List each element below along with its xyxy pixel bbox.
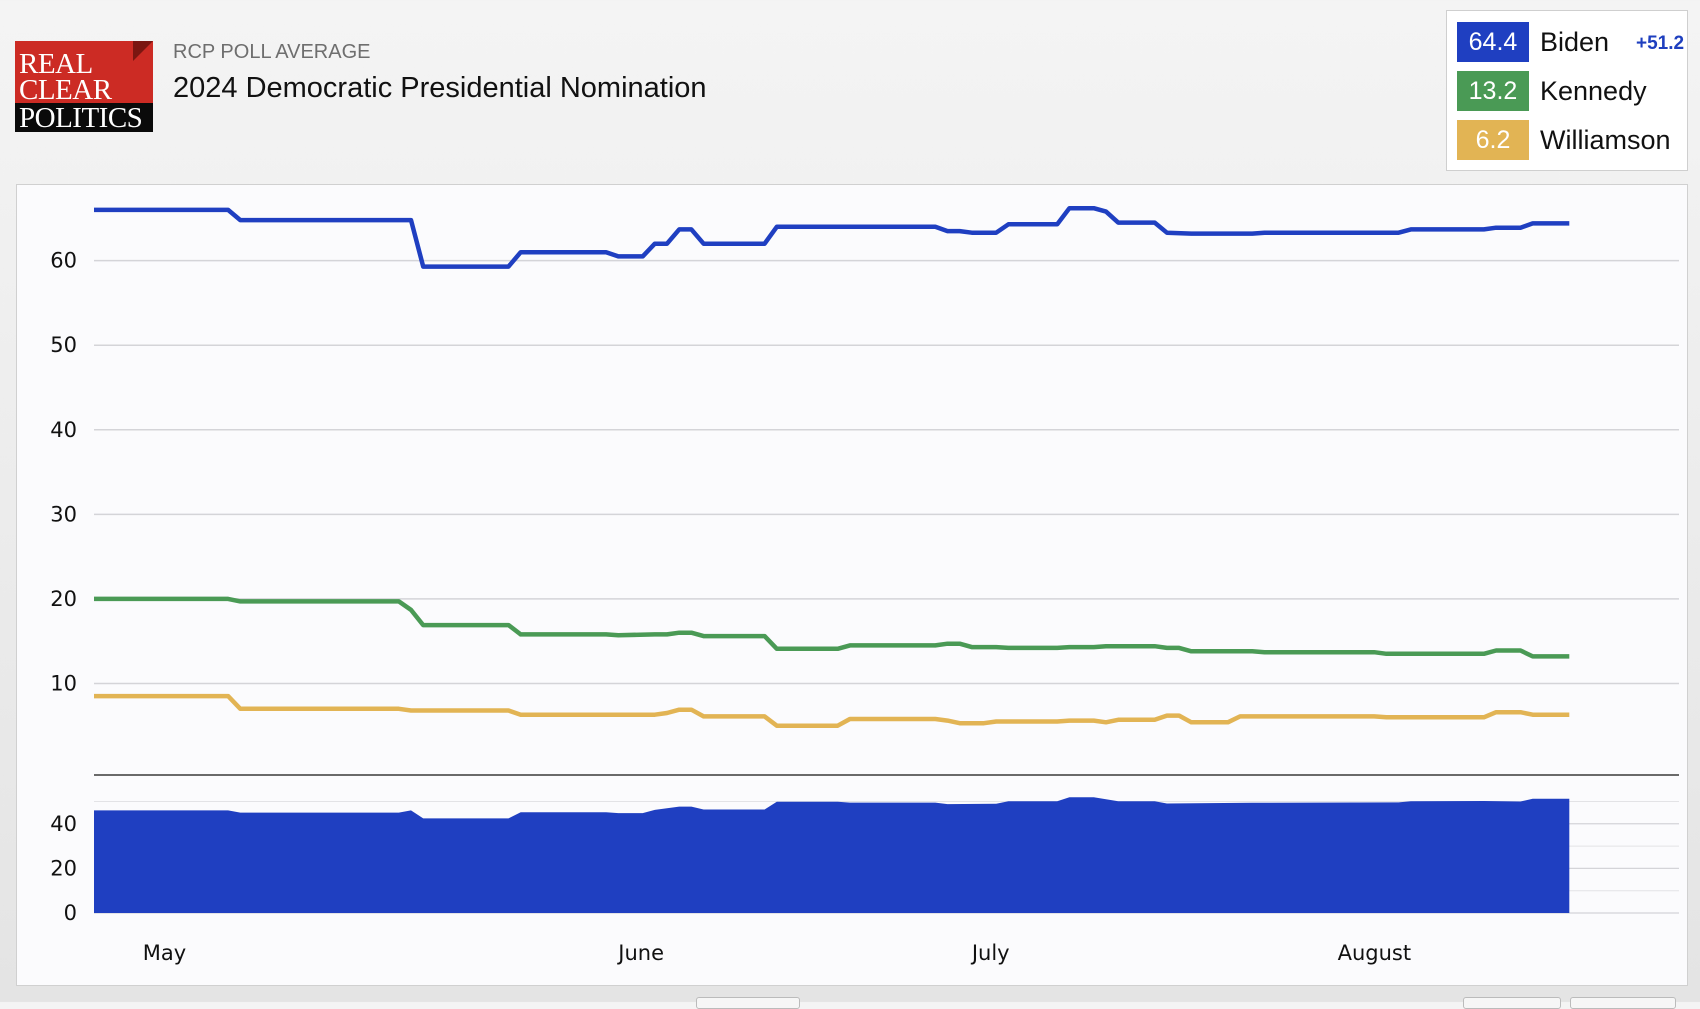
logo-text-politics: POLITICS [19, 102, 143, 134]
logo-fold-corner [133, 41, 153, 61]
x-tick-june: June [616, 941, 664, 965]
y-axis-ticks: 10 20 30 40 50 60 [50, 249, 77, 696]
poll-chart[interactable]: 10 20 30 40 50 60 0 20 40 May June July August [17, 185, 1687, 985]
legend-spread: +51.2 [1636, 33, 1685, 54]
chart-grid [94, 259, 1679, 685]
series-line-kennedy[interactable] [94, 596, 1570, 659]
logo-text-real: REAL [19, 48, 93, 80]
x-axis-ticks: May June July August [143, 941, 1411, 965]
series-line-biden[interactable] [94, 205, 1570, 269]
series-line-williamson[interactable] [94, 693, 1570, 728]
legend: 64.4 Biden +51.2 13.2 Kennedy 6.2 Willia… [1446, 10, 1688, 171]
logo-text-clear: CLEAR [19, 74, 112, 106]
spread-y-tick-20: 20 [50, 856, 77, 880]
x-tick-may: May [143, 941, 186, 965]
footer-button-right[interactable] [1570, 997, 1676, 1009]
spread-y-tick-40: 40 [50, 812, 77, 836]
y-tick-10: 10 [50, 671, 77, 695]
y-tick-50: 50 [50, 333, 77, 357]
legend-item-biden[interactable]: 64.4 Biden +51.2 [1457, 22, 1687, 64]
rcp-logo[interactable]: REAL CLEAR POLITICS [15, 41, 153, 134]
x-tick-july: July [970, 941, 1010, 965]
logo-red-block [15, 41, 153, 103]
chart-panel: 10 20 30 40 50 60 0 20 40 May June July August [16, 184, 1688, 986]
spread-y-tick-0: 0 [64, 901, 77, 925]
page-title: 2024 Democratic Presidential Nomination [173, 72, 707, 104]
legend-item-williamson[interactable]: 6.2 Williamson [1457, 120, 1687, 162]
header-kicker: RCP POLL AVERAGE [173, 41, 371, 63]
series-lines [94, 205, 1570, 728]
footer-button-middle[interactable] [1463, 997, 1561, 1009]
x-tick-august: August [1338, 941, 1412, 965]
legend-value-biden: 64.4 [1457, 22, 1529, 62]
legend-value-williamson: 6.2 [1457, 120, 1529, 160]
legend-name-biden: Biden [1540, 27, 1610, 57]
y-tick-60: 60 [50, 249, 77, 273]
y-tick-30: 30 [50, 502, 77, 526]
legend-name-williamson: Williamson [1540, 125, 1671, 155]
footer-button-left[interactable] [696, 997, 800, 1009]
spread-area[interactable] [94, 797, 1570, 913]
legend-name-kennedy: Kennedy [1540, 76, 1647, 106]
legend-value-kennedy: 13.2 [1457, 71, 1529, 111]
spread-area-group [94, 797, 1570, 913]
legend-item-kennedy[interactable]: 13.2 Kennedy [1457, 71, 1687, 113]
y-tick-40: 40 [50, 418, 77, 442]
y-tick-20: 20 [50, 587, 77, 611]
spread-y-axis-ticks: 0 20 40 [50, 812, 77, 925]
logo-black-block [15, 103, 153, 132]
